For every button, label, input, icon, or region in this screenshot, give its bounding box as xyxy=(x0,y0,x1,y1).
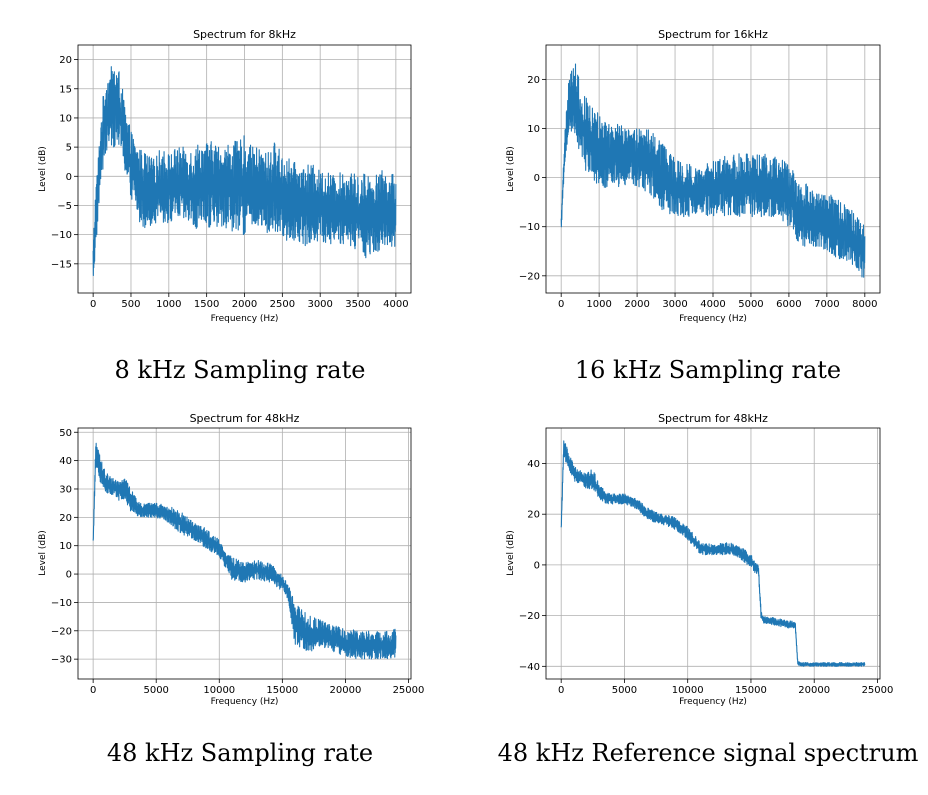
x-tick-label: 4000 xyxy=(700,299,725,310)
x-tick-label: 0 xyxy=(558,299,564,310)
y-tick-label: −5 xyxy=(57,201,72,212)
spectrum-panel-8khz: Spectrum for 8kHz Frequency (Hz) Level (… xyxy=(38,28,412,384)
y-tick-label: 20 xyxy=(527,510,540,521)
x-tick-label: 25000 xyxy=(862,685,894,696)
spectrum-series-line xyxy=(560,63,866,278)
x-tick-label: 5000 xyxy=(612,685,637,696)
y-tick-label: −10 xyxy=(519,222,540,233)
y-axis-label: Level (dB) xyxy=(38,146,48,192)
x-tick-label: 2000 xyxy=(624,299,649,310)
y-tick-label: 0 xyxy=(66,570,72,581)
x-tick-label: 20000 xyxy=(330,685,362,696)
x-tick-label: 0 xyxy=(558,685,564,696)
y-tick-label: 20 xyxy=(59,513,72,524)
spectrum-series-line xyxy=(92,66,397,277)
x-axis-label: Frequency (Hz) xyxy=(679,314,747,324)
spectrum-panel-48khz: Spectrum for 48kHz Frequency (Hz) Level … xyxy=(38,412,424,767)
y-tick-label: 50 xyxy=(59,428,72,439)
panel-caption: 16 kHz Sampling rate xyxy=(575,356,841,384)
y-tick-label: 0 xyxy=(534,560,540,571)
x-tick-label: 0 xyxy=(90,685,96,696)
y-tick-label: −40 xyxy=(519,662,540,673)
y-tick-label: 20 xyxy=(527,75,540,86)
x-tick-label: 1500 xyxy=(194,299,219,310)
x-tick-label: 15000 xyxy=(735,685,767,696)
x-tick-label: 20000 xyxy=(798,685,830,696)
x-tick-label: 5000 xyxy=(143,685,168,696)
panel-caption: 8 kHz Sampling rate xyxy=(115,356,366,384)
plot-frame xyxy=(545,427,881,680)
y-tick-label: −30 xyxy=(51,655,72,666)
x-tick-label: 4000 xyxy=(383,299,408,310)
y-tick-label: −20 xyxy=(519,611,540,622)
x-tick-label: 25000 xyxy=(393,685,425,696)
y-axis-label: Level (dB) xyxy=(506,530,516,576)
spectrum-panel-48khz-reference: Spectrum for 48kHz Frequency (Hz) Level … xyxy=(498,412,919,767)
panel-caption: 48 kHz Sampling rate xyxy=(107,739,373,767)
y-tick-label: −20 xyxy=(51,626,72,637)
x-tick-label: 3000 xyxy=(307,299,332,310)
y-tick-label: 10 xyxy=(527,124,540,135)
y-axis-label: Level (dB) xyxy=(506,146,516,192)
y-tick-label: −10 xyxy=(51,598,72,609)
chart-title: Spectrum for 16kHz xyxy=(658,28,768,41)
y-tick-label: 40 xyxy=(59,456,72,467)
spectrum-series-line xyxy=(92,442,397,660)
x-axis-label: Frequency (Hz) xyxy=(211,314,279,324)
chart-title: Spectrum for 48kHz xyxy=(658,412,768,425)
y-tick-label: −20 xyxy=(519,271,540,282)
x-tick-label: 2000 xyxy=(232,299,257,310)
x-tick-label: 2500 xyxy=(270,299,295,310)
gridlines xyxy=(546,428,880,679)
x-tick-label: 1000 xyxy=(156,299,181,310)
y-tick-label: −15 xyxy=(51,259,72,270)
x-tick-label: 10000 xyxy=(672,685,704,696)
y-tick-label: −10 xyxy=(51,230,72,241)
gridlines xyxy=(78,428,411,679)
x-tick-label: 8000 xyxy=(852,299,877,310)
x-axis-label: Frequency (Hz) xyxy=(679,697,747,707)
chart-title: Spectrum for 8kHz xyxy=(193,28,296,41)
x-tick-label: 3500 xyxy=(345,299,370,310)
y-tick-label: 10 xyxy=(59,541,72,552)
y-tick-label: 30 xyxy=(59,484,72,495)
y-axis-label: Level (dB) xyxy=(38,530,48,576)
x-tick-label: 1000 xyxy=(586,299,611,310)
y-tick-label: 5 xyxy=(66,143,72,154)
x-tick-label: 500 xyxy=(121,299,140,310)
x-tick-label: 5000 xyxy=(738,299,763,310)
x-tick-label: 15000 xyxy=(266,685,298,696)
y-tick-label: 0 xyxy=(66,172,72,183)
y-tick-label: 0 xyxy=(534,173,540,184)
y-tick-label: 40 xyxy=(527,459,540,470)
y-tick-label: 10 xyxy=(59,113,72,124)
plot-frame xyxy=(77,427,412,680)
x-tick-label: 3000 xyxy=(662,299,687,310)
x-tick-label: 0 xyxy=(90,299,96,310)
y-tick-label: 15 xyxy=(59,84,72,95)
x-tick-label: 7000 xyxy=(814,299,839,310)
spectrum-panel-16khz: Spectrum for 16kHz Frequency (Hz) Level … xyxy=(506,28,881,384)
panel-caption: 48 kHz Reference signal spectrum xyxy=(498,739,919,767)
x-tick-label: 6000 xyxy=(776,299,801,310)
y-tick-label: 20 xyxy=(59,55,72,66)
x-axis-label: Frequency (Hz) xyxy=(211,697,279,707)
chart-title: Spectrum for 48kHz xyxy=(190,412,300,425)
x-tick-label: 10000 xyxy=(203,685,235,696)
spectrum-series-line xyxy=(560,440,866,667)
